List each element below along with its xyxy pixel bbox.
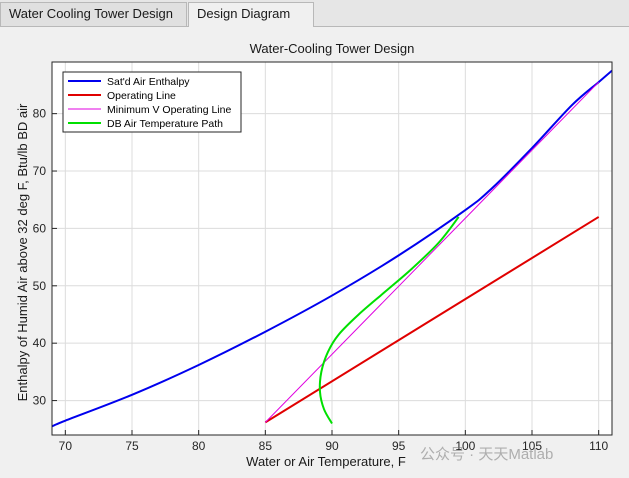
x-tick-label: 100 (455, 439, 475, 453)
y-tick-label: 50 (33, 279, 47, 293)
y-axis-label: Enthalpy of Humid Air above 32 deg F, Bt… (15, 103, 30, 401)
x-tick-label: 75 (125, 439, 139, 453)
x-tick-label: 85 (259, 439, 273, 453)
x-tick-label: 110 (589, 439, 608, 453)
y-tick-label: 70 (33, 164, 47, 178)
design-chart: 70 75 80 85 90 95 100 105 110 30 40 50 60 70 80 Water-… (0, 27, 629, 478)
series-line-minimum-v-operating-line (264, 81, 600, 423)
x-axis-label: Water or Air Temperature, F (246, 454, 406, 469)
watermark-text: 公众号 · 天天Matlab (420, 446, 554, 463)
series-line-db-air-temperature-path (318, 216, 460, 425)
axis-ticks: 70 75 80 85 90 95 100 105 110 30 40 50 60 70 80 (33, 107, 609, 453)
y-tick-label: 60 (33, 221, 47, 235)
y-tick-label: 30 (33, 394, 47, 408)
series-line-operating-line (264, 216, 600, 424)
y-tick-label: 40 (33, 336, 47, 350)
legend-entry: Operating Line (107, 90, 176, 102)
series-line-sat-d-air-enthalpy (52, 69, 612, 428)
legend-entry: Sat'd Air Enthalpy (107, 76, 190, 88)
tab-water-cooling-tower-design[interactable]: Water Cooling Tower Design (0, 2, 187, 26)
x-tick-label: 105 (522, 439, 542, 453)
chart-title: Water-Cooling Tower Design (250, 41, 415, 56)
tab-design-diagram[interactable]: Design Diagram (188, 2, 314, 27)
legend-entry: DB Air Temperature Path (107, 118, 223, 130)
tab-bar: Water Cooling Tower Design Design Diagra… (0, 0, 629, 27)
x-tick-label: 80 (192, 439, 206, 453)
plot-lines (52, 69, 612, 428)
legend: Sat'd Air Enthalpy Operating Line Minimum … (62, 71, 242, 133)
legend-entry: Minimum V Operating Line (107, 104, 231, 116)
x-tick-label: 90 (325, 439, 339, 453)
x-tick-label: 95 (392, 439, 406, 453)
x-tick-label: 70 (59, 439, 73, 453)
y-tick-label: 80 (33, 107, 47, 121)
